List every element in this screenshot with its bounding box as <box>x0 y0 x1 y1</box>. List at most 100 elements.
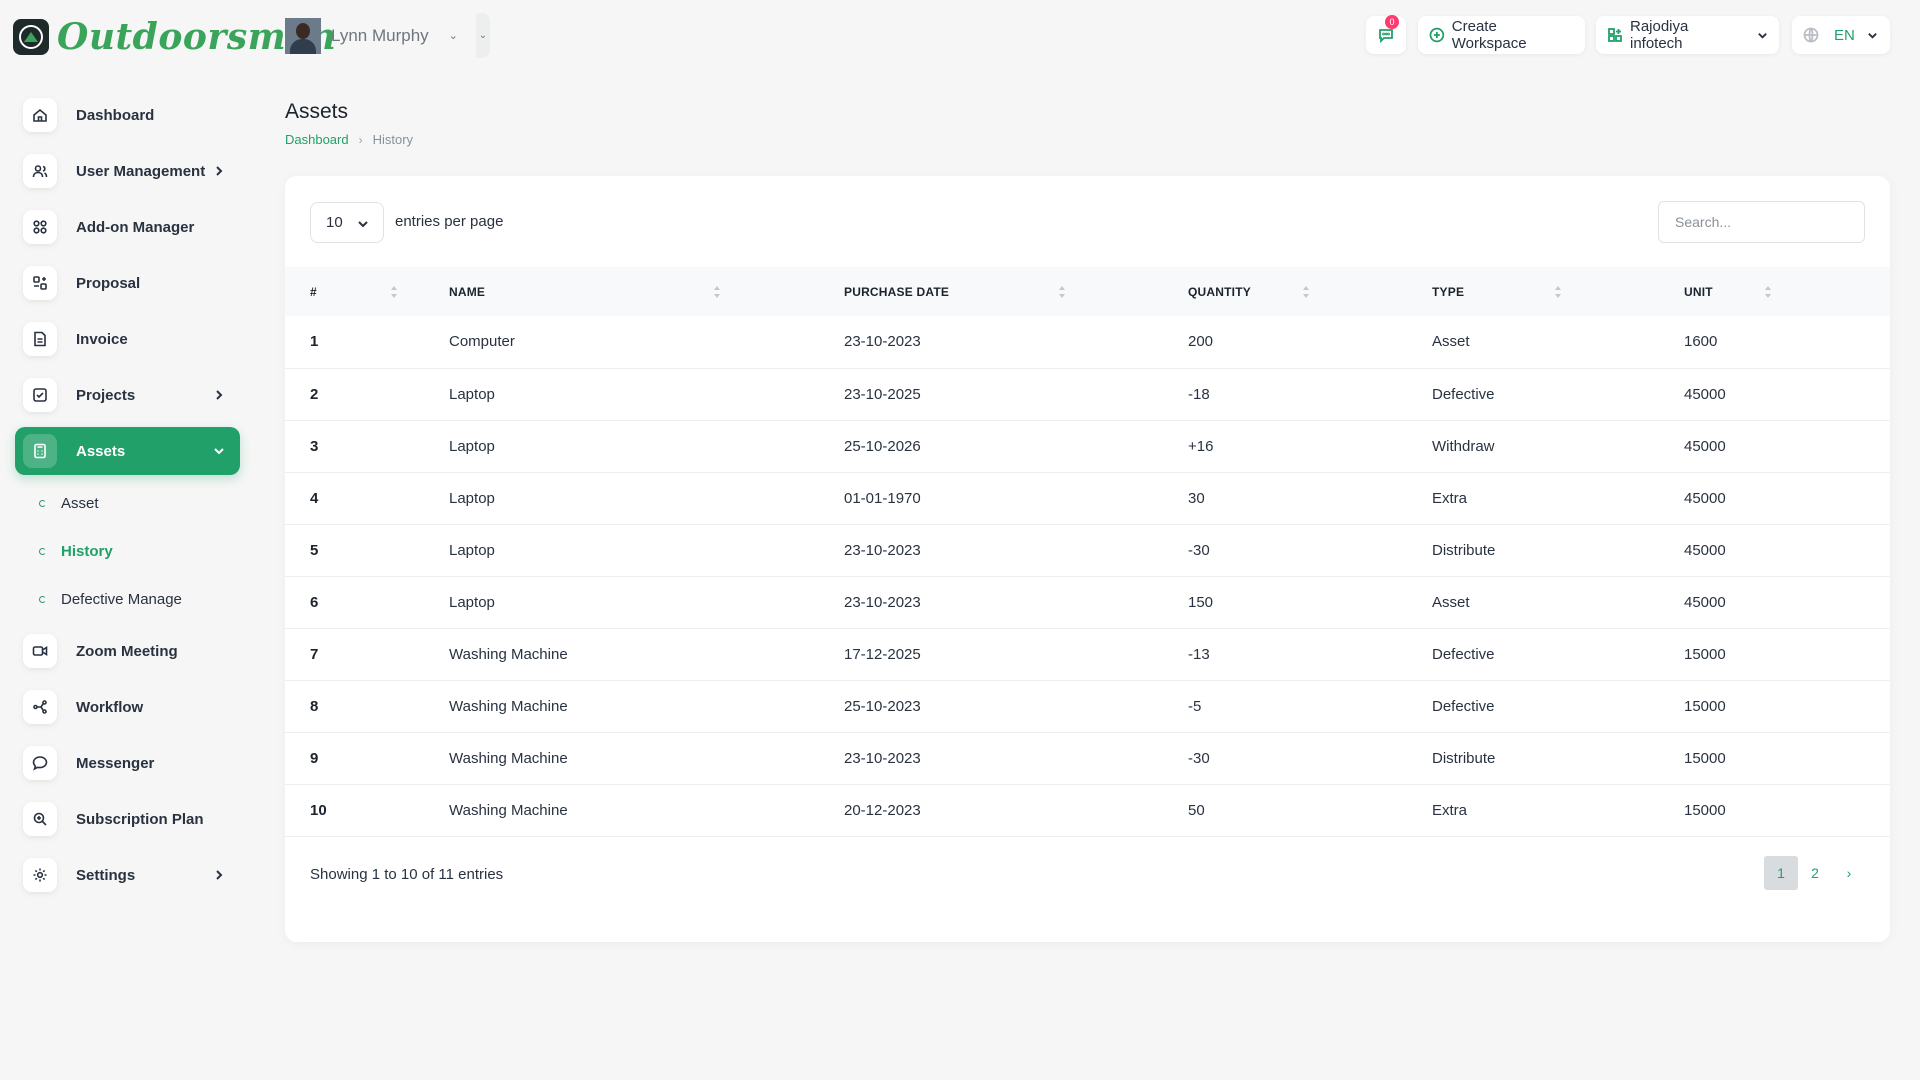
column-header-quantity[interactable]: QUANTITY <box>1162 267 1406 316</box>
create-workspace-button[interactable]: Create Workspace <box>1418 16 1585 54</box>
video-icon <box>32 646 48 656</box>
language-selector[interactable]: EN <box>1792 16 1890 54</box>
cell-index: 10 <box>310 801 327 819</box>
gear-icon <box>33 868 47 882</box>
cell-unit: 15000 <box>1684 697 1726 715</box>
cell-index: 4 <box>310 489 319 507</box>
cell-unit: 15000 <box>1684 749 1726 767</box>
cell-unit: 45000 <box>1684 593 1726 611</box>
table-row[interactable]: 8 Washing Machine 25-10-2023 -5 Defective 150… <box>285 680 1890 732</box>
cell-unit: 45000 <box>1684 437 1726 455</box>
chevron-down-icon <box>212 444 226 458</box>
submenu-item-history[interactable]: History <box>15 527 240 575</box>
user-menu-toggle[interactable]: ⌄ <box>476 13 490 58</box>
table-row[interactable]: 9 Washing Machine 23-10-2023 -30 Distribute 1… <box>285 732 1890 784</box>
cell-type: Distribute <box>1432 749 1496 767</box>
company-name: Rajodiya infotech <box>1629 18 1689 52</box>
column-header-name[interactable]: NAME <box>423 267 818 316</box>
user-menu[interactable]: Lynn Murphy ⌄ ⌄ <box>285 13 490 58</box>
cell-unit: 15000 <box>1684 801 1726 819</box>
sort-icon <box>1058 285 1066 299</box>
language-code: EN <box>1834 26 1855 44</box>
column-header-type[interactable]: TYPE <box>1406 267 1658 316</box>
column-header-unit[interactable]: UNIT <box>1658 267 1890 316</box>
sidebar-item-label: Proposal <box>76 274 141 292</box>
sort-icon <box>713 285 721 299</box>
sidebar-item-projects[interactable]: Projects <box>15 371 240 419</box>
table-row[interactable]: 10 Washing Machine 20-12-2023 50 Extra 15000 <box>285 784 1890 836</box>
file-icon-wrap <box>23 322 57 356</box>
gear-icon-wrap <box>23 858 57 892</box>
cell-purchase-date: 25-10-2026 <box>844 437 921 455</box>
sidebar-item-settings[interactable]: Settings <box>15 851 240 899</box>
sidebar-item-label: Zoom Meeting <box>76 642 178 660</box>
table-row[interactable]: 7 Washing Machine 17-12-2025 -13 Defective 15… <box>285 628 1890 680</box>
cell-quantity: 30 <box>1188 489 1205 507</box>
sidebar-item-proposal[interactable]: Proposal <box>15 259 240 307</box>
page-button-1[interactable]: 1 <box>1764 856 1798 890</box>
submenu-item-label: Asset <box>61 494 99 512</box>
sort-icon <box>390 285 398 299</box>
search-input[interactable] <box>1658 201 1865 243</box>
sidebar-item-dashboard[interactable]: Dashboard <box>15 91 240 139</box>
column-header-label: UNIT <box>1684 284 1713 299</box>
sidebar-item-messenger[interactable]: Messenger <box>15 739 240 787</box>
column-header-purchase-date[interactable]: PURCHASE DATE <box>818 267 1162 316</box>
cell-type: Asset <box>1432 593 1470 611</box>
cell-name: Laptop <box>449 541 495 559</box>
sidebar-item-assets[interactable]: Assets <box>15 427 240 475</box>
cell-unit: 45000 <box>1684 489 1726 507</box>
cell-name: Laptop <box>449 593 495 611</box>
messages-button[interactable]: 0 <box>1366 15 1406 54</box>
sidebar-item-user-management[interactable]: User Management <box>15 147 240 195</box>
cell-purchase-date: 23-10-2023 <box>844 333 921 351</box>
table-row[interactable]: 5 Laptop 23-10-2023 -30 Distribute 45000 <box>285 524 1890 576</box>
bullet-icon <box>39 499 46 507</box>
checkbox-icon-wrap <box>23 378 57 412</box>
message-count-badge: 0 <box>1385 15 1399 29</box>
table-row[interactable]: 2 Laptop 23-10-2025 -18 Defective 45000 <box>285 368 1890 420</box>
workspace-switcher[interactable]: Rajodiya infotech <box>1596 16 1779 54</box>
submenu-item-defective-manage[interactable]: Defective Manage <box>15 575 240 623</box>
sidebar-item-label: Add-on Manager <box>76 218 195 236</box>
cell-index: 5 <box>310 541 319 559</box>
breadcrumb: Dashboard › History <box>285 132 413 147</box>
table-row[interactable]: 4 Laptop 01-01-1970 30 Extra 45000 <box>285 472 1890 524</box>
sidebar-item-zoom-meeting[interactable]: Zoom Meeting <box>15 627 240 675</box>
cell-name: Washing Machine <box>449 697 568 715</box>
bullet-icon <box>39 547 46 555</box>
user-name: Lynn Murphy <box>331 25 429 45</box>
sidebar-item-label: Settings <box>76 866 136 884</box>
grid-icon-wrap <box>23 210 57 244</box>
cell-quantity: 50 <box>1188 801 1205 819</box>
cell-quantity: 200 <box>1188 333 1214 351</box>
avatar <box>285 17 321 54</box>
cell-index: 6 <box>310 593 319 611</box>
cell-quantity: -13 <box>1188 645 1210 663</box>
breadcrumb-current: History <box>372 132 414 147</box>
column-header-label: PURCHASE DATE <box>844 284 950 299</box>
entries-per-page-select[interactable]: 10 <box>310 202 384 243</box>
sidebar-item-subscription-plan[interactable]: Subscription Plan <box>15 795 240 843</box>
table-header-row: # NAME PURCHASE DATE QUANTITY TYPE UNIT <box>285 267 1890 316</box>
table-row[interactable]: 6 Laptop 23-10-2023 150 Asset 45000 <box>285 576 1890 628</box>
sidebar-item-invoice[interactable]: Invoice <box>15 315 240 363</box>
table-row[interactable]: 1 Computer 23-10-2023 200 Asset 1600 <box>285 316 1890 368</box>
cell-name: Washing Machine <box>449 801 568 819</box>
message-icon <box>1379 29 1393 43</box>
apps-icon <box>1608 28 1622 42</box>
history-card: 10 entries per page # NAME PURCHASE DATE QU… <box>285 176 1890 942</box>
submenu-item-asset[interactable]: Asset <box>15 479 240 527</box>
page-title: Assets <box>285 100 349 123</box>
sidebar-item-workflow[interactable]: Workflow <box>15 683 240 731</box>
sort-icon <box>1554 285 1562 299</box>
page-button-2[interactable]: 2 <box>1811 865 1819 881</box>
breadcrumb-home[interactable]: Dashboard <box>285 132 349 147</box>
sidebar-item-add-on-manager[interactable]: Add-on Manager <box>15 203 240 251</box>
next-page-button[interactable]: › <box>1846 865 1852 881</box>
column-header-index[interactable]: # <box>285 267 423 316</box>
cell-type: Extra <box>1432 489 1468 507</box>
home-icon-wrap <box>23 98 57 132</box>
table-row[interactable]: 3 Laptop 25-10-2026 +16 Withdraw 45000 <box>285 420 1890 472</box>
cell-type: Distribute <box>1432 541 1496 559</box>
